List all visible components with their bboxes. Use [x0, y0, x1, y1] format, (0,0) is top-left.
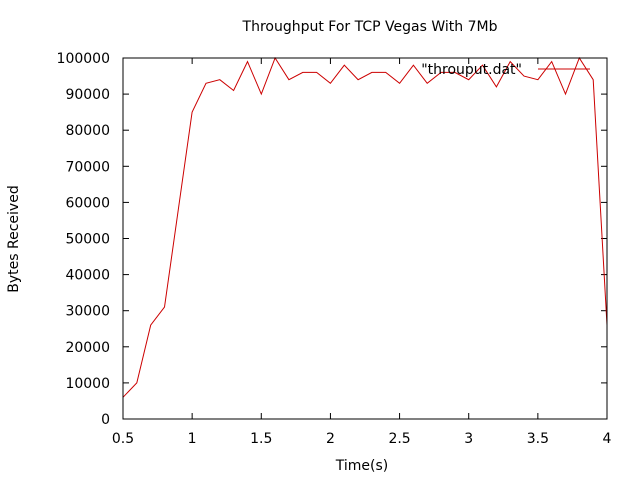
- legend-label: "throuput.dat": [421, 62, 522, 78]
- y-tick-label: 0: [101, 412, 110, 428]
- x-tick-label: 3.5: [527, 431, 549, 447]
- x-tick-label: 4: [603, 431, 612, 447]
- x-tick-label: 1.5: [250, 431, 272, 447]
- y-tick-label: 70000: [65, 159, 110, 175]
- y-tick-label: 30000: [65, 304, 110, 320]
- series-line: [122, 56, 608, 398]
- y-axis-label: Bytes Received: [6, 185, 22, 292]
- axis-ticks: 0.5 1 1.5 2 2.5 3 3.5 4 0 10000 20000 30000 40000 500…: [57, 51, 612, 447]
- legend: "throuput.dat": [421, 62, 590, 78]
- x-tick-label: 2: [326, 431, 335, 447]
- y-tick-label: 40000: [65, 268, 110, 284]
- y-tick-label: 10000: [65, 376, 110, 392]
- y-tick-label: 90000: [65, 87, 110, 103]
- plot-frame: [122, 57, 608, 420]
- x-tick-label: 1: [188, 431, 197, 447]
- y-tick-label: 80000: [65, 123, 110, 139]
- x-tick-label: 0.5: [112, 431, 134, 447]
- y-tick-label: 20000: [65, 340, 110, 356]
- x-axis-label: Time(s): [335, 458, 388, 474]
- x-tick-label: 2.5: [388, 431, 410, 447]
- chart-title: Throughput For TCP Vegas With 7Mb: [242, 19, 498, 35]
- y-tick-label: 50000: [65, 232, 110, 248]
- y-tick-label: 100000: [57, 51, 110, 67]
- series-group: [122, 56, 608, 398]
- y-tick-label: 60000: [65, 195, 110, 211]
- x-tick-label: 3: [464, 431, 473, 447]
